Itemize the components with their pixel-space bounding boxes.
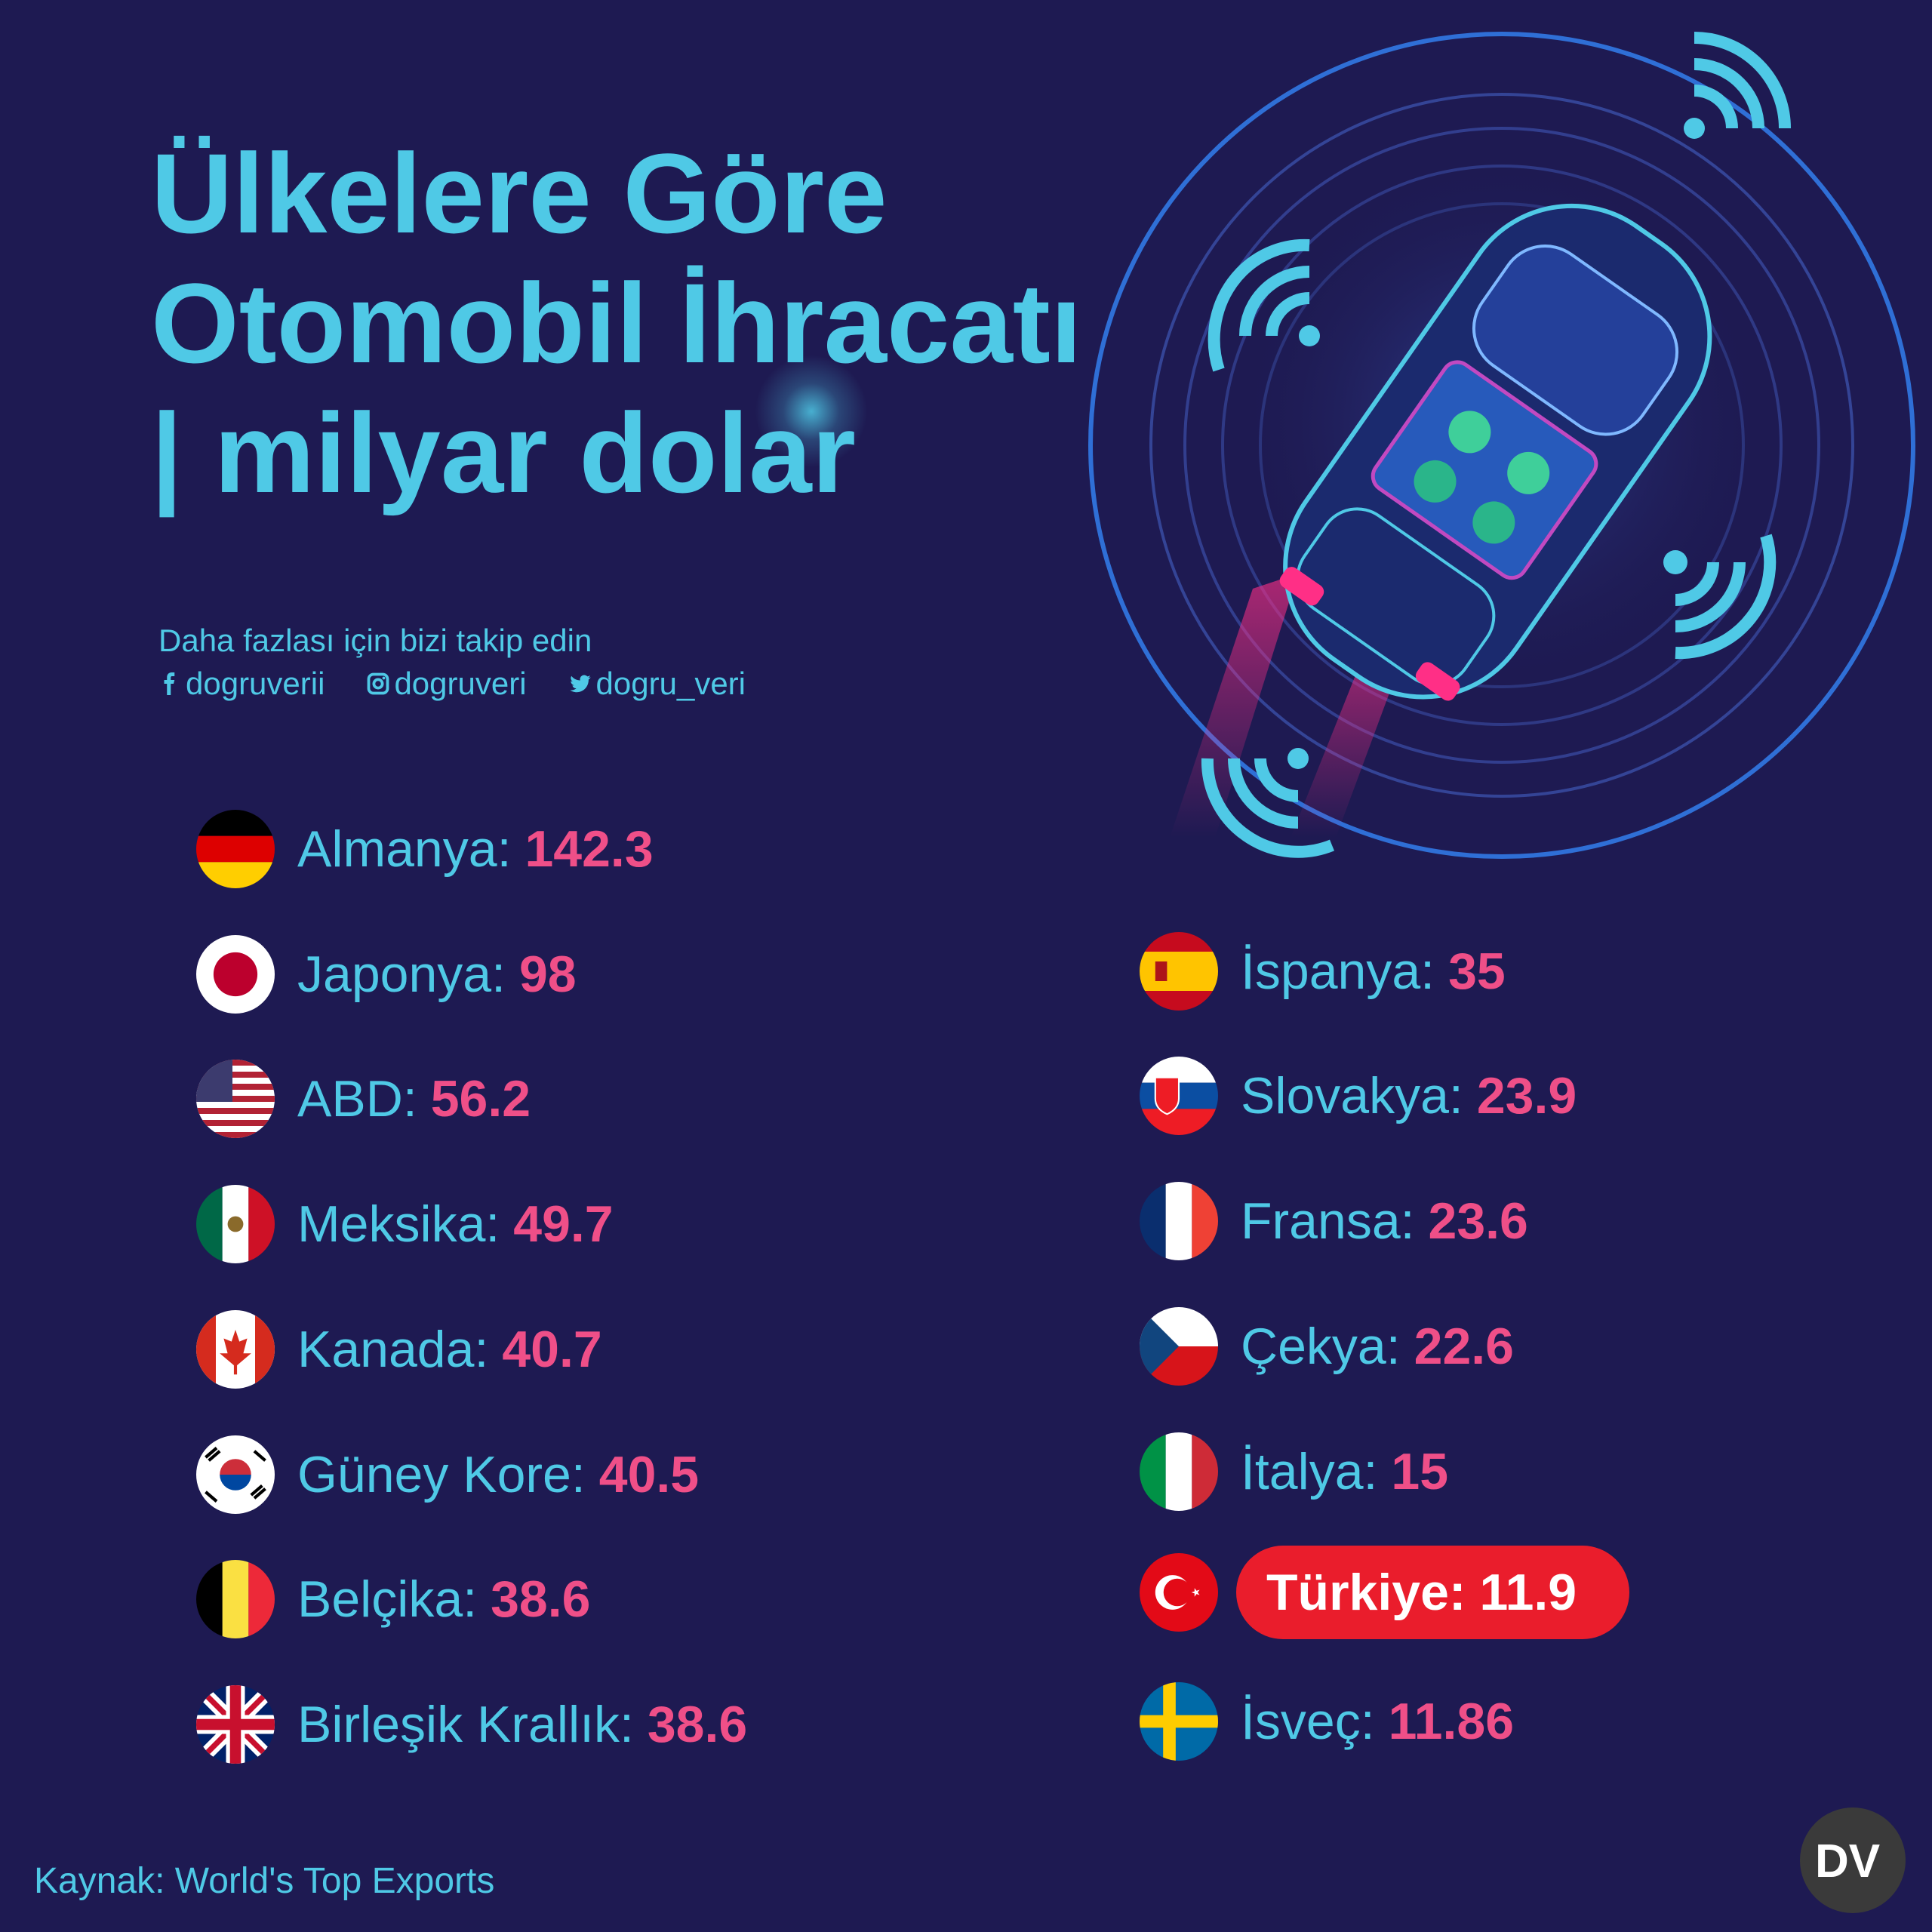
turkiye-highlight-badge: Türkiye: 11.9 (1236, 1546, 1630, 1639)
country-label: Türkiye: (1266, 1564, 1466, 1621)
list-item-fransa: Fransa: 23.6 (1140, 1180, 1528, 1263)
source-text: Kaynak: World's Top Exports (34, 1861, 495, 1901)
country-label: Almanya: (297, 820, 512, 878)
social-instagram-handle: dogruveri (394, 666, 527, 701)
country-value: 56.2 (430, 1070, 531, 1128)
country-value: 142.3 (525, 820, 654, 878)
country-label: Birleşik Krallık: (297, 1696, 634, 1753)
dv-logo: DV (1800, 1807, 1906, 1913)
country-value: 11.9 (1479, 1564, 1577, 1621)
twitter-icon (569, 675, 591, 693)
country-value: 40.5 (598, 1446, 700, 1503)
slovakia-flag-icon (1140, 1057, 1218, 1135)
belgium-flag-icon (196, 1560, 275, 1638)
list-item-almanya: Almanya: 142.3 (196, 808, 654, 891)
wifi-icon-right (1663, 534, 1777, 660)
title-line-3: | milyar dolar (151, 389, 856, 516)
list-item-belcika: Belçika: 38.6 (196, 1558, 590, 1641)
czechia-flag-icon (1140, 1307, 1218, 1386)
country-value: 49.7 (513, 1195, 614, 1253)
social-facebook[interactable]: dogruverii (158, 666, 325, 702)
list-item-abd: ABD: 56.2 (196, 1057, 531, 1140)
country-label: Güney Kore: (297, 1446, 586, 1503)
uk-flag-icon (196, 1685, 275, 1764)
list-item-meksika: Meksika: 49.7 (196, 1183, 614, 1266)
germany-flag-icon (196, 810, 275, 888)
country-label: Fransa: (1241, 1192, 1415, 1250)
country-label: ABD: (297, 1070, 417, 1128)
title-line-2: Otomobil İhracatı (151, 260, 1082, 386)
list-item-italya: İtalya: 15 (1140, 1430, 1448, 1513)
spain-flag-icon (1140, 932, 1218, 1011)
car-body (1279, 203, 1712, 701)
glow-decoration (755, 355, 868, 468)
canada-flag-icon (196, 1310, 275, 1389)
social-instagram[interactable]: dogruveri (367, 666, 527, 702)
list-item-turkiye: Türkiye: 11.9 (1140, 1546, 1630, 1639)
wifi-icon-top-right (1684, 32, 1791, 139)
ring-3 (1183, 127, 1820, 764)
mexico-flag-icon (196, 1185, 275, 1263)
wifi-icon-bottom (1201, 748, 1334, 858)
france-flag-icon (1140, 1182, 1218, 1260)
car-illustration (1088, 32, 1915, 859)
country-label: İtalya: (1241, 1443, 1378, 1500)
country-label: Slovakya: (1241, 1067, 1463, 1124)
social-twitter[interactable]: dogru_veri (569, 666, 746, 702)
country-label: Meksika: (297, 1195, 500, 1253)
follow-text: Daha fazlası için bizi takip edin (158, 623, 592, 658)
country-value: 23.6 (1428, 1192, 1528, 1250)
list-item-cekya: Çekya: 22.6 (1140, 1305, 1514, 1388)
country-value: 40.7 (502, 1321, 602, 1378)
list-item-slovakya: Slovakya: 23.9 (1140, 1054, 1577, 1137)
list-item-guney-kore: Güney Kore: 40.5 (196, 1433, 699, 1516)
country-value: 98 (518, 946, 577, 1003)
country-value: 11.86 (1388, 1693, 1515, 1750)
country-value: 38.6 (647, 1696, 748, 1753)
list-item-isvec: İsveç: 11.86 (1140, 1680, 1514, 1763)
usa-flag-icon (196, 1060, 275, 1138)
title-line-1: Ülkelere Göre (151, 130, 888, 257)
country-value: 15 (1391, 1443, 1449, 1500)
page-title: Ülkelere Göre Otomobil İhracatı | milyar… (151, 128, 1082, 518)
country-value: 23.9 (1476, 1067, 1577, 1124)
instagram-icon (368, 672, 389, 695)
japan-flag-icon (196, 935, 275, 1014)
social-twitter-handle: dogru_veri (595, 666, 746, 701)
social-facebook-handle: dogruverii (186, 666, 325, 701)
wifi-icon-left (1208, 238, 1320, 372)
list-item-japonya: Japonya: 98 (196, 933, 577, 1016)
country-label: Kanada: (297, 1321, 489, 1378)
italy-flag-icon (1140, 1432, 1218, 1511)
light-trail-left (1170, 574, 1298, 838)
logo-text: DV (1815, 1835, 1880, 1887)
country-value: 38.6 (491, 1571, 591, 1628)
country-value: 35 (1448, 943, 1506, 1000)
country-label: İsveç: (1241, 1693, 1375, 1750)
country-label: Belçika: (297, 1571, 478, 1628)
ring-2 (1149, 93, 1854, 798)
country-label: İspanya: (1241, 943, 1435, 1000)
facebook-icon (164, 672, 175, 695)
country-value: 22.6 (1414, 1318, 1514, 1375)
list-item-kanada: Kanada: 40.7 (196, 1308, 602, 1391)
sweden-flag-icon (1140, 1682, 1218, 1761)
list-item-birlesik-krallik: Birleşik Krallık: 38.6 (196, 1683, 747, 1766)
country-label: Japonya: (297, 946, 506, 1003)
social-links: dogruverii dogruveri dogru_veri (158, 666, 746, 702)
country-label: Çekya: (1241, 1318, 1401, 1375)
south-korea-flag-icon (196, 1435, 275, 1514)
turkey-flag-icon (1140, 1553, 1218, 1632)
ring-outer (1088, 32, 1915, 859)
list-item-ispanya: İspanya: 35 (1140, 930, 1506, 1013)
